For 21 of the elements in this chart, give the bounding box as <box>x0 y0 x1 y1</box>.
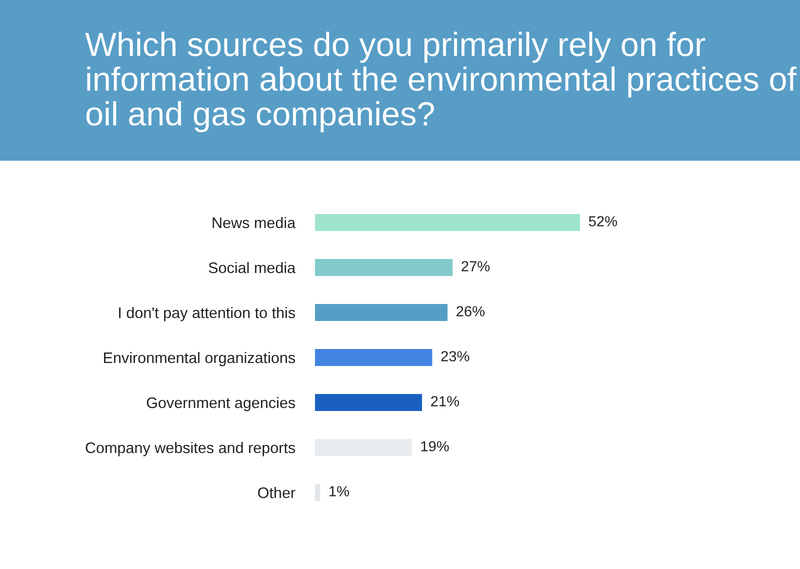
data-label: 26% <box>456 306 485 316</box>
bar <box>315 258 453 276</box>
data-label: 1% <box>330 486 349 496</box>
y-tick-label: Government agencies <box>146 396 296 412</box>
bar <box>315 348 432 366</box>
data-label: 52% <box>588 216 618 226</box>
data-label: 21% <box>431 396 460 406</box>
y-tick-label: Social media <box>208 262 296 274</box>
y-tick-label: Company websites and reports <box>86 442 296 456</box>
data-label: 19% <box>421 441 449 452</box>
data-label: 23% <box>441 351 470 362</box>
bar <box>315 304 448 322</box>
bar <box>315 484 320 502</box>
y-tick-label: Other <box>258 486 296 498</box>
data-label: 27% <box>462 261 490 272</box>
chart-title: Which sources do you primarily rely on for information about the environmental practices of oil and gas companies? <box>85 32 797 132</box>
y-tick-label: News media <box>212 216 296 228</box>
bar <box>315 394 422 412</box>
y-tick-label: I don't pay attention to this <box>119 306 296 322</box>
bar <box>315 214 580 232</box>
y-tick-label: Environmental organizations <box>104 352 296 366</box>
